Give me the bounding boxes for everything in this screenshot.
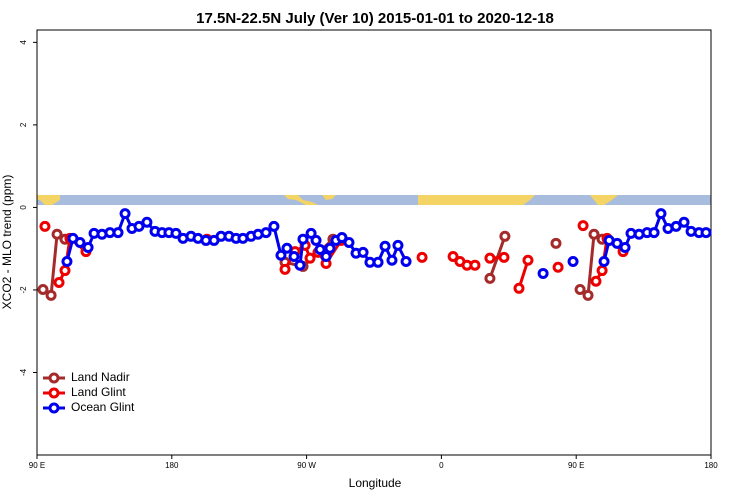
point: [304, 252, 316, 264]
point: [498, 251, 510, 263]
point: [112, 227, 124, 239]
point: [297, 233, 309, 245]
point: [268, 220, 280, 232]
point: [582, 289, 594, 301]
point: [314, 244, 326, 256]
point: [310, 234, 322, 246]
point: [596, 265, 608, 277]
point: [588, 228, 600, 240]
point: [141, 216, 153, 228]
point: [305, 227, 317, 239]
y-tick-label: -2: [19, 286, 28, 294]
point: [522, 254, 534, 266]
point: [577, 220, 589, 232]
legend-marker: [48, 372, 60, 384]
point: [499, 230, 511, 242]
point: [619, 241, 631, 253]
point: [469, 259, 481, 271]
point: [320, 251, 332, 263]
point: [484, 252, 496, 264]
point: [294, 259, 306, 271]
point: [39, 220, 51, 232]
ocean-strip: [37, 195, 711, 205]
point: [51, 228, 63, 240]
x-tick-label: 90 W: [297, 461, 316, 470]
point: [275, 249, 287, 261]
point: [260, 227, 272, 239]
point: [133, 220, 145, 232]
x-tick-label: 180: [704, 461, 718, 470]
point: [281, 242, 293, 254]
point: [400, 255, 412, 267]
point: [598, 255, 610, 267]
x-tick-label: 90 E: [568, 461, 584, 470]
point: [574, 284, 586, 296]
point: [537, 267, 549, 279]
land-strip: [37, 195, 60, 205]
plot-frame: [36, 29, 712, 456]
point: [550, 237, 562, 249]
y-axis-label: XCO2 - MLO trend (ppm): [0, 175, 14, 310]
land-strip: [418, 195, 535, 205]
legend-label: Ocean Glint: [71, 400, 135, 414]
point: [416, 251, 428, 263]
legend-label: Land Glint: [71, 385, 126, 399]
point: [484, 272, 496, 284]
y-tick-label: 4: [19, 40, 28, 45]
point: [590, 275, 602, 287]
legend-label: Land Nadir: [71, 370, 130, 384]
legend-marker: [48, 402, 60, 414]
point: [82, 241, 94, 253]
chart-title: 17.5N-22.5N July (Ver 10) 2015-01-01 to …: [196, 10, 554, 27]
x-tick-label: 90 E: [29, 461, 45, 470]
point: [611, 237, 623, 249]
point: [700, 227, 712, 239]
point: [513, 282, 525, 294]
legend-marker: [48, 387, 60, 399]
x-tick-label: 0: [439, 461, 444, 470]
point: [357, 246, 369, 258]
land-strip: [322, 195, 336, 200]
land-strip: [590, 195, 618, 205]
point: [447, 251, 459, 263]
surface-strip: [37, 195, 711, 205]
point: [119, 208, 131, 220]
point: [74, 237, 86, 248]
point: [53, 277, 65, 289]
point: [324, 242, 336, 254]
point: [372, 256, 384, 268]
x-axis-label: Longitude: [349, 476, 402, 490]
y-tick-label: -4: [19, 368, 28, 376]
point: [379, 240, 391, 252]
point: [170, 227, 182, 239]
point: [45, 289, 57, 301]
point: [655, 208, 667, 220]
point: [678, 216, 690, 228]
land-strip: [284, 195, 318, 205]
point: [288, 251, 300, 263]
y-tick-label: 0: [19, 205, 28, 210]
point: [336, 232, 348, 244]
point: [386, 254, 398, 266]
point: [552, 261, 564, 273]
x-tick-label: 180: [165, 461, 179, 470]
point: [392, 239, 404, 251]
point: [648, 227, 660, 239]
point: [670, 220, 682, 232]
point: [61, 255, 73, 267]
point: [37, 284, 49, 296]
y-tick-label: 2: [19, 122, 28, 127]
point: [279, 263, 291, 275]
point: [59, 265, 71, 277]
point: [343, 237, 355, 248]
point: [567, 255, 579, 267]
